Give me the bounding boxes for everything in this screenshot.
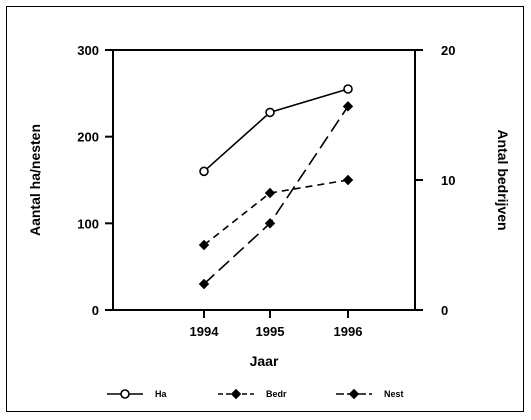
- y-left-tick-label: 300: [77, 43, 99, 58]
- data-point-nest: [342, 101, 354, 112]
- x-tick-label: 1996: [334, 324, 363, 339]
- series-line-ha: [203, 88, 349, 172]
- x-tick-label: 1995: [256, 324, 285, 339]
- data-point-nest: [198, 278, 210, 290]
- plot-area: [112, 49, 416, 311]
- data-point-bedr: [342, 174, 354, 186]
- x-axis-title: Jaar: [250, 353, 279, 369]
- y-axis-left-title: Aantal ha/nesten: [27, 124, 43, 236]
- data-point-bedr: [264, 187, 276, 199]
- y-left-tick-label: 200: [77, 130, 99, 145]
- legend-marker-bedr: [230, 388, 242, 400]
- legend-label-nest: Nest: [384, 389, 404, 399]
- series-bedr: [198, 174, 354, 251]
- legend-label-ha: Ha: [155, 389, 167, 399]
- data-point-ha: [265, 107, 275, 118]
- y-axis-right-title: Antal bedrijven: [495, 129, 511, 230]
- y-right-tick-label: 10: [441, 173, 455, 188]
- chart-frame: [6, 6, 524, 412]
- series-line-nest: [203, 105, 349, 285]
- series-nest: [198, 101, 354, 290]
- data-point-bedr: [198, 239, 210, 251]
- data-point-nest: [264, 218, 276, 229]
- data-point-ha: [343, 84, 353, 94]
- series-ha: [199, 84, 353, 177]
- y-left-tick-label: 100: [77, 216, 99, 231]
- legend-label-bedr: Bedr: [266, 389, 287, 399]
- y-right-tick-label: 0: [441, 303, 448, 318]
- legend-marker-ha: [120, 389, 130, 399]
- series-line-bedr: [203, 179, 349, 246]
- y-right-tick-label: 20: [441, 43, 455, 58]
- legend-marker-nest: [348, 388, 360, 400]
- y-left-tick-label: 0: [92, 303, 99, 318]
- data-point-ha: [199, 166, 209, 177]
- x-tick-label: 1994: [190, 324, 220, 339]
